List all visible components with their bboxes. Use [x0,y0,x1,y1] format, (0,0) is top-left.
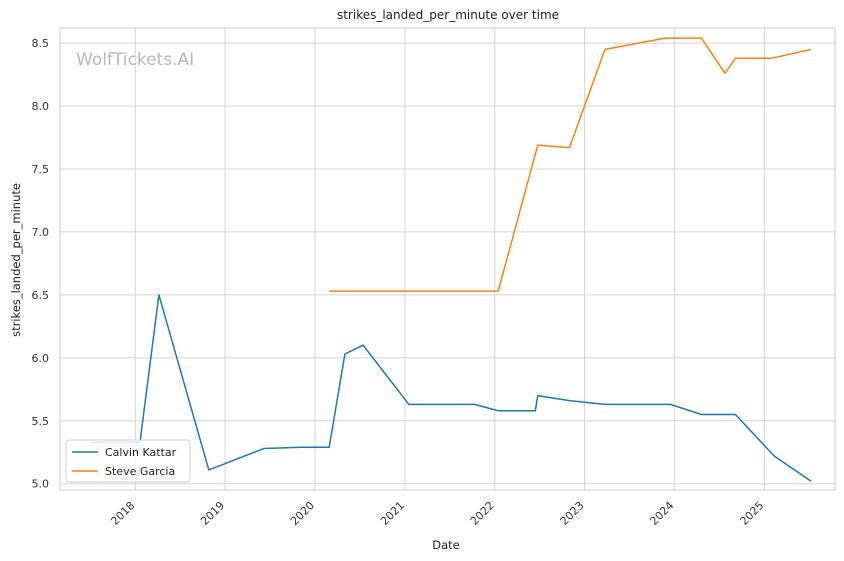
y-axis-label: strikes_landed_per_minute [9,183,23,337]
watermark: WolfTickets.AI [76,50,194,70]
y-tick-label: 5.5 [32,415,50,428]
y-tick-label: 7.5 [32,163,50,176]
chart-title: strikes_landed_per_minute over time [337,8,559,22]
series-lines [90,37,812,482]
series-line-0 [90,294,812,482]
y-tick-label: 8.0 [32,100,50,113]
plot-area-frame [59,27,836,491]
grid-lines [60,28,835,490]
x-axis-label: Date [432,538,460,552]
legend-label: Calvin Kattar [105,446,177,459]
series-line-1 [329,37,812,292]
legend: Calvin Kattar Steve Garcia [65,439,191,483]
legend-label: Steve Garcia [105,465,175,478]
y-tick-label: 6.0 [32,352,50,365]
y-tick-label: 5.0 [32,478,50,491]
y-tick-label: 6.5 [32,289,50,302]
y-tick-label: 8.5 [32,37,50,50]
y-tick-label: 7.0 [32,226,50,239]
